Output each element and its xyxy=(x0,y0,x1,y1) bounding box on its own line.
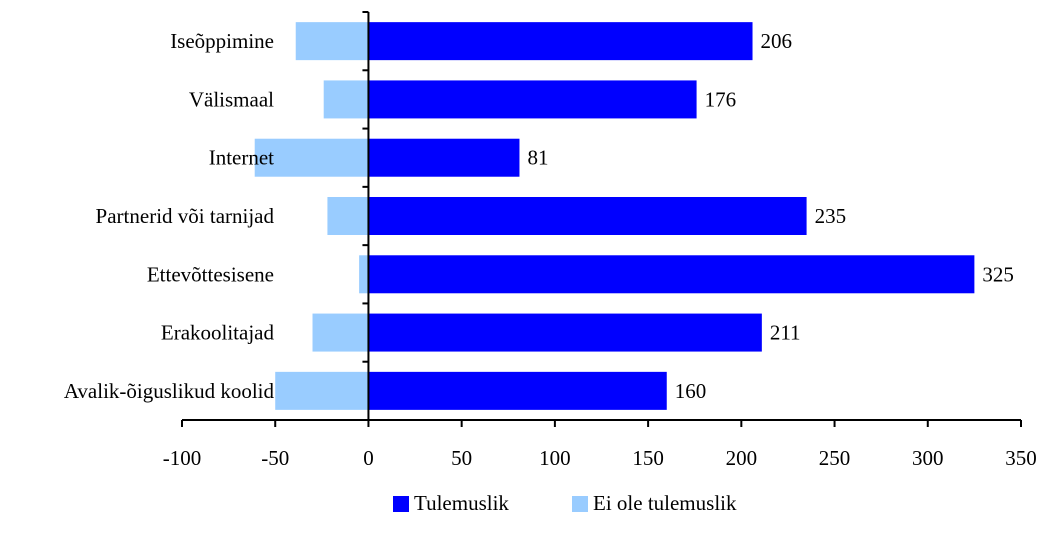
x-tick-label: 0 xyxy=(363,446,374,470)
bar-ei-ole-tulemuslik-cat-5 xyxy=(312,313,369,352)
bar-ei-ole-tulemuslik-cat-1 xyxy=(323,80,369,119)
legend-swatch-ei-ole-tulemuslik xyxy=(572,496,588,512)
bar-tulemuslik-cat-3 xyxy=(368,197,807,235)
bar-tulemuslik-cat-0 xyxy=(368,22,753,61)
value-labels-group: 206 176 81 235 325 211 160 xyxy=(527,29,1013,403)
value-label-cat-5: 211 xyxy=(770,321,801,345)
legend-swatch-tulemuslik xyxy=(393,496,409,512)
value-label-cat-4: 325 xyxy=(982,262,1014,286)
category-label-cat-2: Internet xyxy=(209,146,274,170)
bar-tulemuslik-cat-2 xyxy=(368,138,520,177)
category-label-cat-3: Partnerid või tarnijad xyxy=(96,204,275,228)
legend: Tulemuslik Ei ole tulemuslik xyxy=(393,491,737,515)
bar-tulemuslik-cat-6 xyxy=(368,371,667,410)
x-tick-label: 250 xyxy=(819,446,851,470)
positive-bars-group xyxy=(368,22,975,410)
x-tick-label: -100 xyxy=(163,446,202,470)
bar-ei-ole-tulemuslik-cat-0 xyxy=(295,22,369,61)
x-tick-label: 200 xyxy=(726,446,758,470)
bar-ei-ole-tulemuslik-cat-4 xyxy=(359,255,369,294)
value-label-cat-0: 206 xyxy=(761,29,793,53)
bar-ei-ole-tulemuslik-cat-2 xyxy=(254,138,369,177)
x-tick-label: 50 xyxy=(451,446,472,470)
bar-ei-ole-tulemuslik-cat-3 xyxy=(327,197,369,235)
value-label-cat-2: 81 xyxy=(527,146,548,170)
legend-label-ei-ole-tulemuslik: Ei ole tulemuslik xyxy=(593,491,737,515)
legend-label-tulemuslik: Tulemuslik xyxy=(414,491,509,515)
category-label-cat-0: Iseõppimine xyxy=(170,29,274,53)
value-label-cat-6: 160 xyxy=(675,379,707,403)
value-label-cat-1: 176 xyxy=(705,87,737,111)
axes-group xyxy=(181,11,1022,427)
x-tick-label: 100 xyxy=(539,446,571,470)
category-label-cat-4: Ettevõttesisene xyxy=(147,262,274,286)
value-label-cat-3: 235 xyxy=(815,204,847,228)
bar-tulemuslik-cat-1 xyxy=(368,80,697,119)
x-tick-label: -50 xyxy=(261,446,289,470)
bar-tulemuslik-cat-5 xyxy=(368,313,762,352)
category-labels-group: Iseõppimine Välismaal Internet Partnerid võ… xyxy=(64,29,275,403)
x-tick-label: 350 xyxy=(1005,446,1037,470)
negative-bars-group xyxy=(254,22,369,410)
bar-ei-ole-tulemuslik-cat-6 xyxy=(275,371,369,410)
bar-tulemuslik-cat-4 xyxy=(368,255,975,294)
category-label-cat-5: Erakoolitajad xyxy=(161,321,275,345)
category-label-cat-1: Välismaal xyxy=(189,87,274,111)
x-tick-label: 300 xyxy=(912,446,944,470)
x-tick-label: 150 xyxy=(632,446,664,470)
tick-labels-group: -100 -50 0 50 100 150 200 250 300 350 xyxy=(163,446,1037,470)
category-label-cat-6: Avalik-õiguslikud koolid xyxy=(64,379,275,403)
